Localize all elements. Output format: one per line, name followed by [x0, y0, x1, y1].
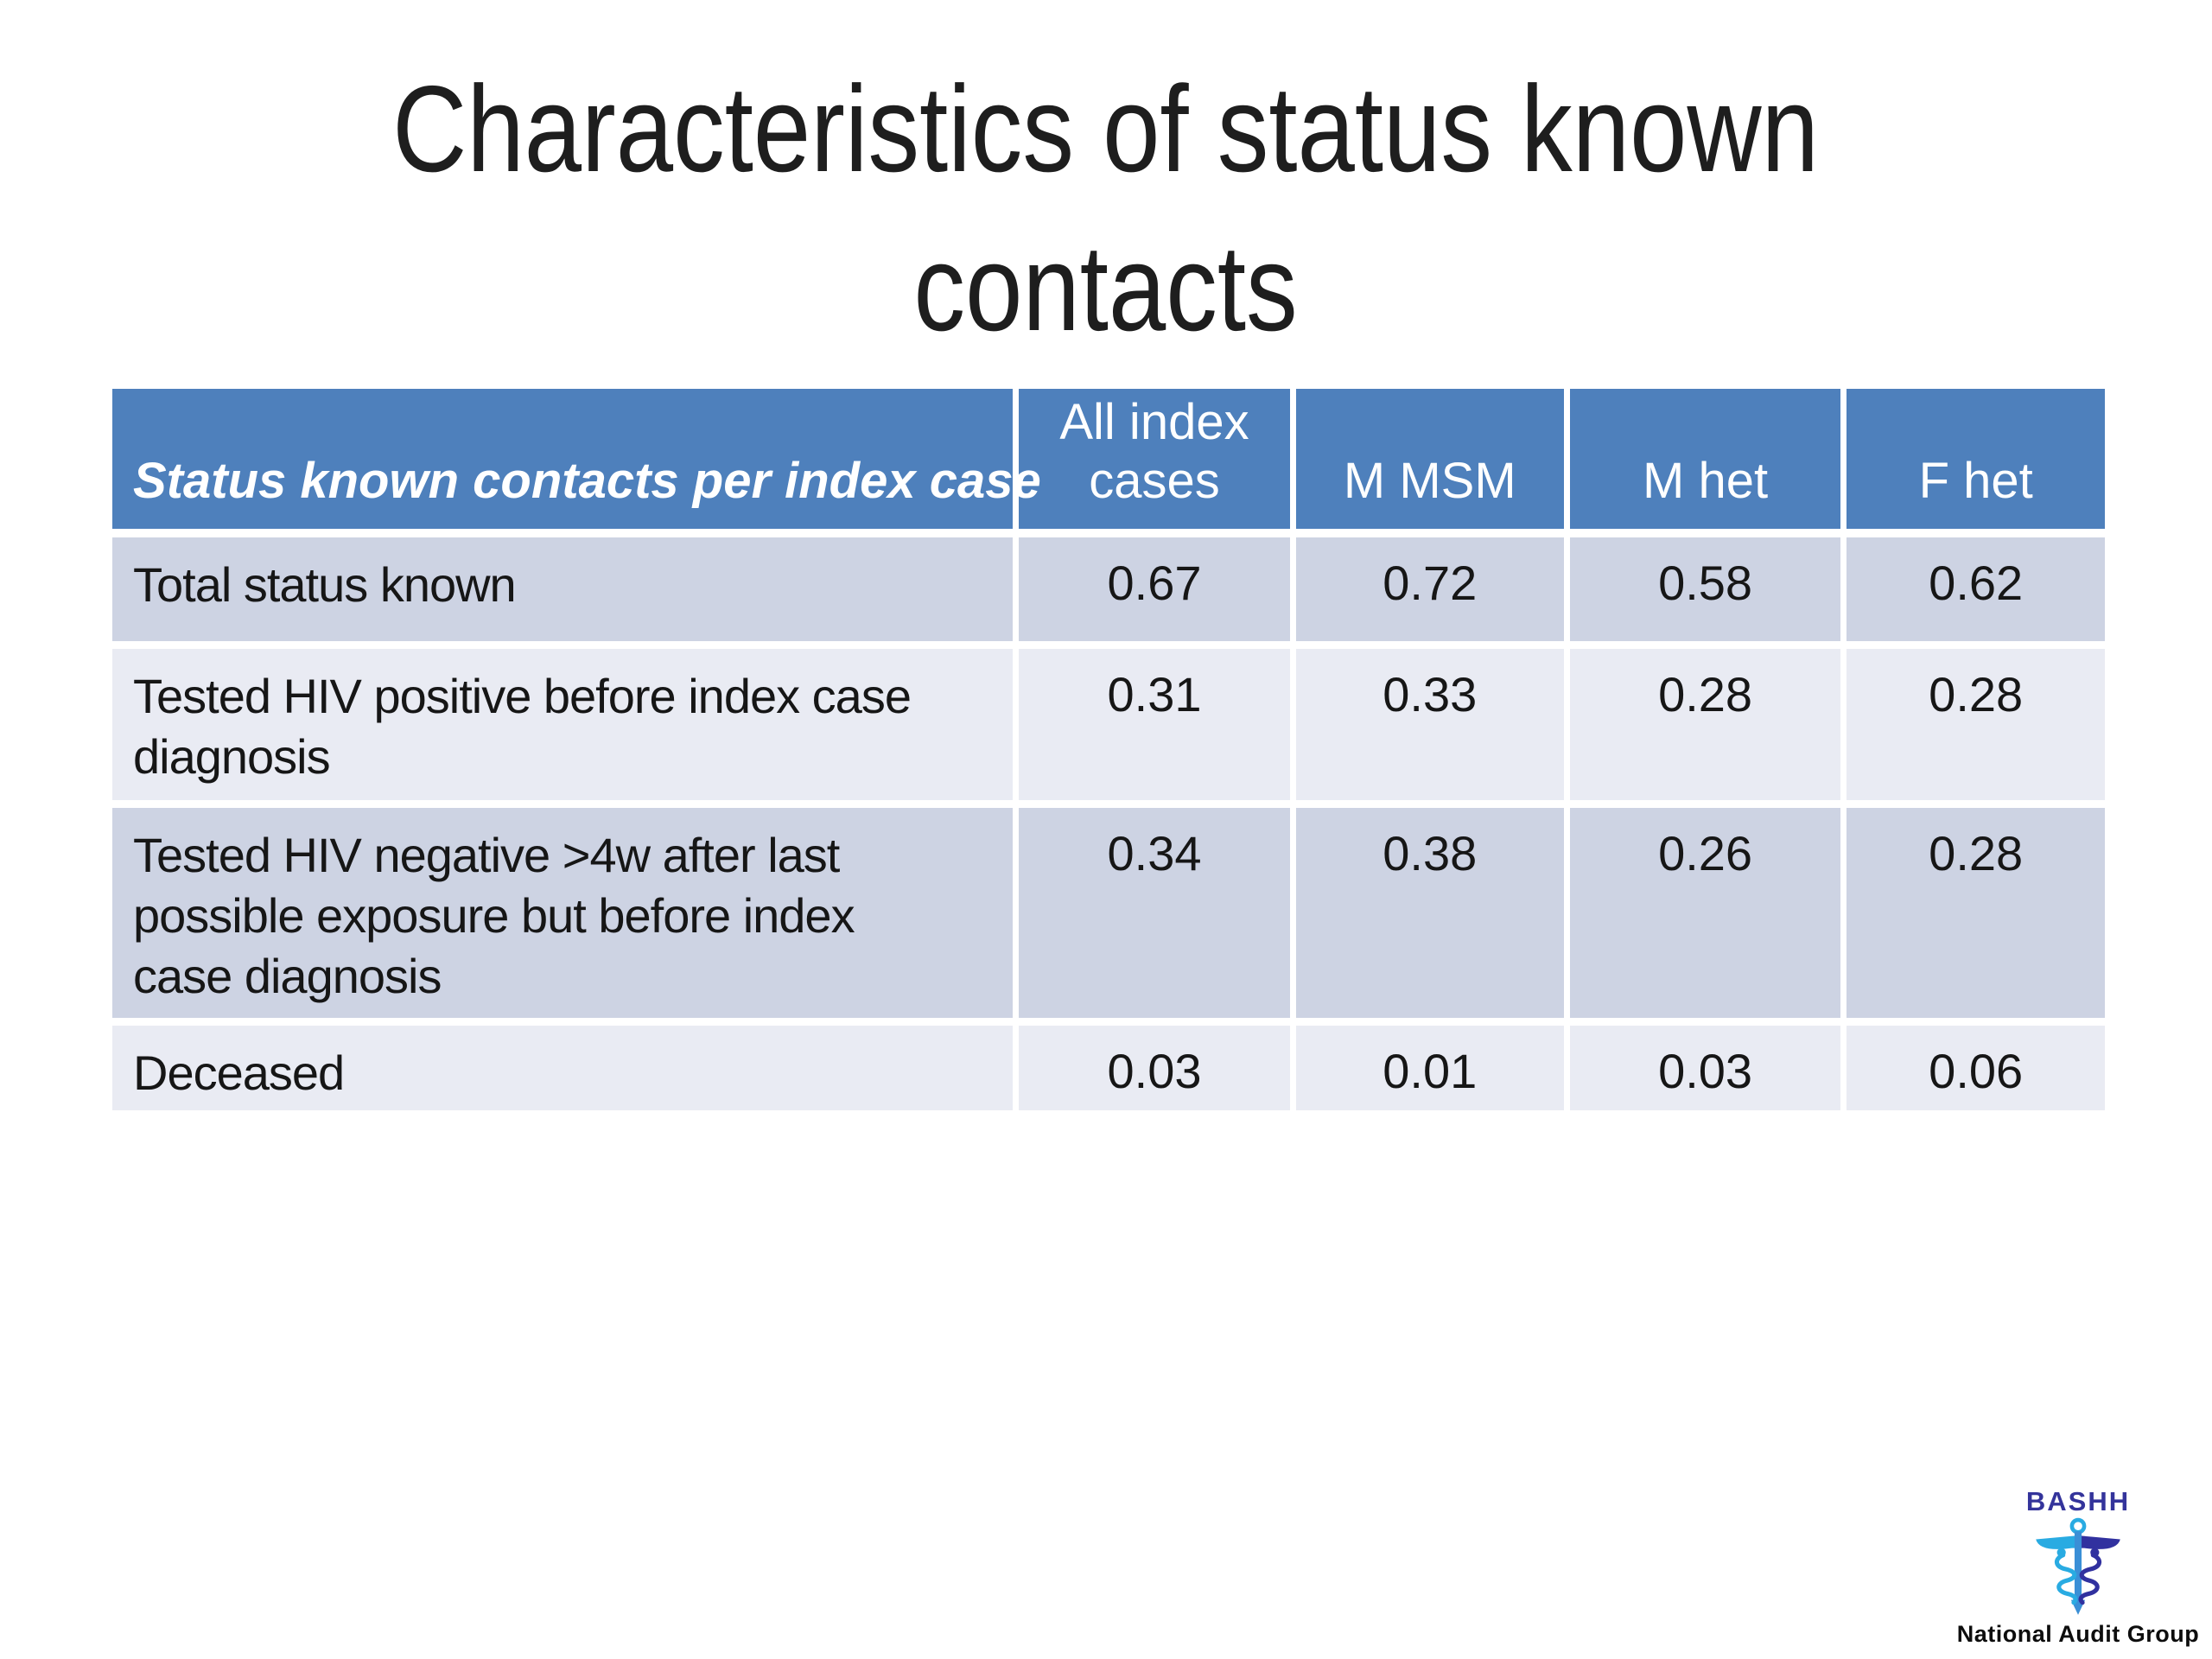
row-label: Total status known: [112, 537, 1020, 649]
page-title-line-1: Characteristics of status known: [392, 60, 1820, 198]
cell-value: 0.34: [1019, 808, 1296, 1026]
header-cell-m-het: M het: [1569, 389, 1847, 537]
table-row-total-status-known: Total status known 0.67 0.72 0.58 0.62: [112, 537, 2105, 649]
cell-value: 0.06: [1847, 1026, 2105, 1110]
page-title-text: Characteristics of status known contacts: [393, 50, 1820, 368]
table-row-tested-negative: Tested HIV negative >4w after last possi…: [112, 808, 2105, 1026]
bashh-logo: BASHH National Audit Group: [1955, 1488, 2202, 1648]
cell-value: 0.38: [1295, 808, 1570, 1026]
bashh-logo-text: BASHH: [2025, 1486, 2131, 1516]
bashh-caduceus-icon: [2036, 1517, 2120, 1615]
page-title-line-2: contacts: [913, 219, 1299, 357]
row-label: Deceased: [112, 1026, 1020, 1110]
cell-value: 0.33: [1295, 649, 1570, 808]
table-row-tested-positive: Tested HIV positive before index case di…: [112, 649, 2105, 808]
contacts-table: Status known contacts per index case All…: [112, 389, 2105, 1110]
cell-value: 0.01: [1295, 1026, 1570, 1110]
cell-value: 0.28: [1847, 808, 2105, 1026]
page-title: Characteristics of status known contacts: [0, 50, 2212, 368]
header-cell-f-het: F het: [1847, 389, 2105, 537]
row-label: Tested HIV positive before index case di…: [112, 649, 1020, 808]
cell-value: 0.62: [1847, 537, 2105, 649]
cell-value: 0.58: [1569, 537, 1847, 649]
cell-value: 0.26: [1569, 808, 1847, 1026]
cell-value: 0.28: [1847, 649, 2105, 808]
cell-value: 0.28: [1569, 649, 1847, 808]
cell-value: 0.67: [1019, 537, 1296, 649]
contacts-table-container: Status known contacts per index case All…: [112, 389, 2105, 1110]
header-cell-row-label: Status known contacts per index case: [112, 389, 1041, 537]
header-cell-all-index-cases: All index cases: [1019, 389, 1296, 537]
table-row-deceased: Deceased 0.03 0.01 0.03 0.06: [112, 1026, 2105, 1110]
cell-value: 0.03: [1569, 1026, 1847, 1110]
cell-value: 0.03: [1019, 1026, 1296, 1110]
row-label: Tested HIV negative >4w after last possi…: [112, 808, 1020, 1026]
header-cell-m-msm: M MSM: [1295, 389, 1570, 537]
table-header-row: Status known contacts per index case All…: [112, 389, 2105, 537]
bashh-logo-caption: National Audit Group: [1956, 1621, 2200, 1647]
cell-value: 0.72: [1295, 537, 1570, 649]
cell-value: 0.31: [1019, 649, 1296, 808]
